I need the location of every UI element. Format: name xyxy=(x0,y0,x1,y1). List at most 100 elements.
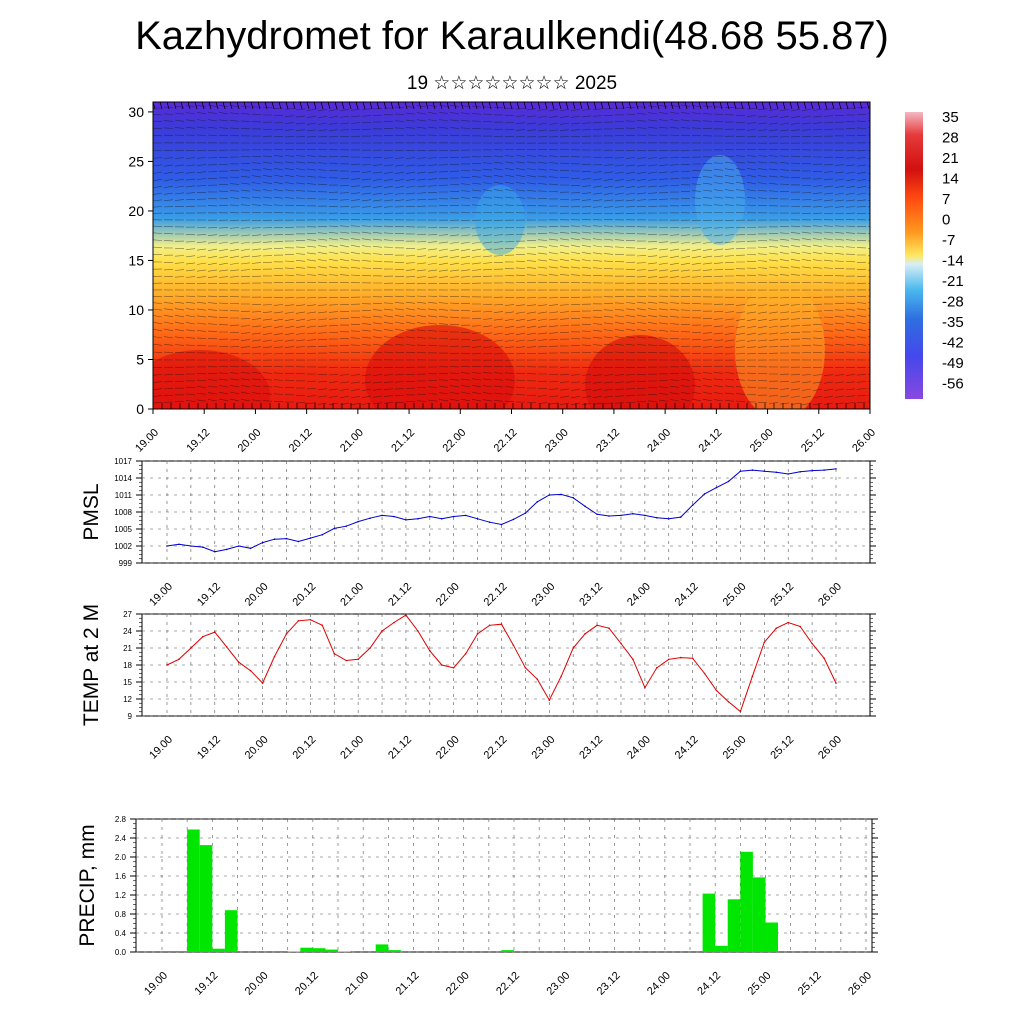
pmsl-panel: 999 1002 1005 1008 1011 1014 1017 19.00 19.12 20.… xyxy=(80,457,876,609)
barb-tick xyxy=(271,102,275,110)
data-point xyxy=(739,470,742,473)
data-point xyxy=(620,642,622,645)
barb-tick xyxy=(642,102,646,110)
barb-tick xyxy=(453,102,457,110)
data-point xyxy=(381,514,383,517)
x-tick-label: 22.00 xyxy=(444,970,472,998)
data-point xyxy=(787,621,789,624)
data-point xyxy=(536,678,539,680)
barb-tick xyxy=(614,102,618,110)
barb-tick xyxy=(208,102,212,110)
barb-tick xyxy=(362,102,366,110)
x-tick-label: 19.12 xyxy=(184,427,212,455)
data-point xyxy=(703,493,706,495)
barb-tick xyxy=(768,102,772,110)
data-point xyxy=(811,642,813,645)
data-point xyxy=(644,686,646,689)
data-point xyxy=(703,672,706,675)
barb-tick xyxy=(670,102,674,110)
precip-bar xyxy=(287,951,301,952)
data-point xyxy=(799,625,801,628)
barb-tick xyxy=(579,102,583,110)
y-tick-label: 0 xyxy=(136,401,144,417)
y-tick-label: 21 xyxy=(123,644,132,653)
barb-tick xyxy=(761,102,765,110)
data-point xyxy=(309,618,312,621)
temperature-wind-cross-section: 0 5 10 15 20 25 30 19.00 19.12 20.00 20.12 21.00 21.… xyxy=(128,101,878,455)
x-tick-label: 25.12 xyxy=(796,970,824,998)
barb-tick xyxy=(789,102,793,110)
barb-tick xyxy=(201,102,205,110)
barb-tick xyxy=(481,102,485,110)
barb-tick xyxy=(698,102,702,110)
precip-bar xyxy=(174,951,188,952)
data-point xyxy=(464,514,467,517)
y-tick-label: 0.4 xyxy=(115,929,127,938)
barb-tick xyxy=(250,102,254,110)
y-tick-label: 2.4 xyxy=(115,834,127,843)
data-point xyxy=(811,469,813,472)
x-tick-label: 22.12 xyxy=(482,734,510,762)
barb-tick xyxy=(278,102,282,110)
data-point xyxy=(799,471,801,473)
barb-tick xyxy=(488,102,492,110)
data-point xyxy=(548,699,551,701)
data-point xyxy=(452,515,455,518)
x-tick-label: 23.12 xyxy=(577,734,605,762)
x-tick-label: 25.12 xyxy=(799,427,827,455)
x-tick-label: 20.00 xyxy=(236,427,264,455)
data-point xyxy=(524,667,527,669)
data-point xyxy=(214,550,216,553)
data-point xyxy=(405,519,407,521)
x-tick-label: 21.00 xyxy=(338,427,366,455)
data-point xyxy=(560,493,562,496)
data-point xyxy=(536,501,539,503)
precip-bar xyxy=(727,899,741,952)
barb-tick xyxy=(845,102,849,110)
barb-tick xyxy=(383,102,387,110)
barb-tick xyxy=(691,102,695,110)
x-tick-label: 24.12 xyxy=(673,734,701,762)
barb-tick xyxy=(719,102,723,110)
data-point xyxy=(751,469,754,471)
barb-tick xyxy=(236,102,240,110)
barb-tick xyxy=(712,102,716,110)
x-tick-label: 21.00 xyxy=(343,970,371,998)
data-point xyxy=(548,494,551,496)
barb-tick xyxy=(677,102,681,110)
colorbar-label: 21 xyxy=(942,150,959,167)
y-tick-label: 9 xyxy=(128,712,133,721)
barb-tick xyxy=(187,102,191,110)
barb-tick xyxy=(166,102,170,110)
colorbar-label: -7 xyxy=(942,232,955,249)
data-point xyxy=(524,512,527,514)
field-anomaly xyxy=(153,350,270,409)
barb-tick xyxy=(418,102,422,110)
x-tick-label: 23.00 xyxy=(543,427,571,455)
precip-bar xyxy=(740,851,753,952)
data-point xyxy=(166,664,168,666)
barb-tick xyxy=(229,102,233,110)
barb-tick xyxy=(299,102,303,110)
barb-tick xyxy=(502,102,506,110)
x-tick-label: 19.00 xyxy=(147,581,175,609)
barb-tick xyxy=(390,102,394,110)
y-tick-label: 1.6 xyxy=(115,872,127,881)
data-point xyxy=(166,545,168,547)
data-point xyxy=(309,537,312,539)
precip-bar xyxy=(312,948,326,952)
barb-tick xyxy=(663,102,667,110)
y-tick-label: 15 xyxy=(123,678,132,687)
data-point xyxy=(417,630,419,632)
data-point xyxy=(249,547,252,550)
x-tick-label: 23.12 xyxy=(595,970,623,998)
barb-tick xyxy=(243,102,247,110)
barb-tick xyxy=(173,102,177,110)
colorbar-label: -28 xyxy=(942,294,964,311)
x-tick-label: 25.00 xyxy=(748,427,776,455)
barb-tick xyxy=(495,102,499,110)
barb-tick xyxy=(439,102,443,110)
barb-tick xyxy=(796,102,800,110)
data-point xyxy=(405,614,407,616)
